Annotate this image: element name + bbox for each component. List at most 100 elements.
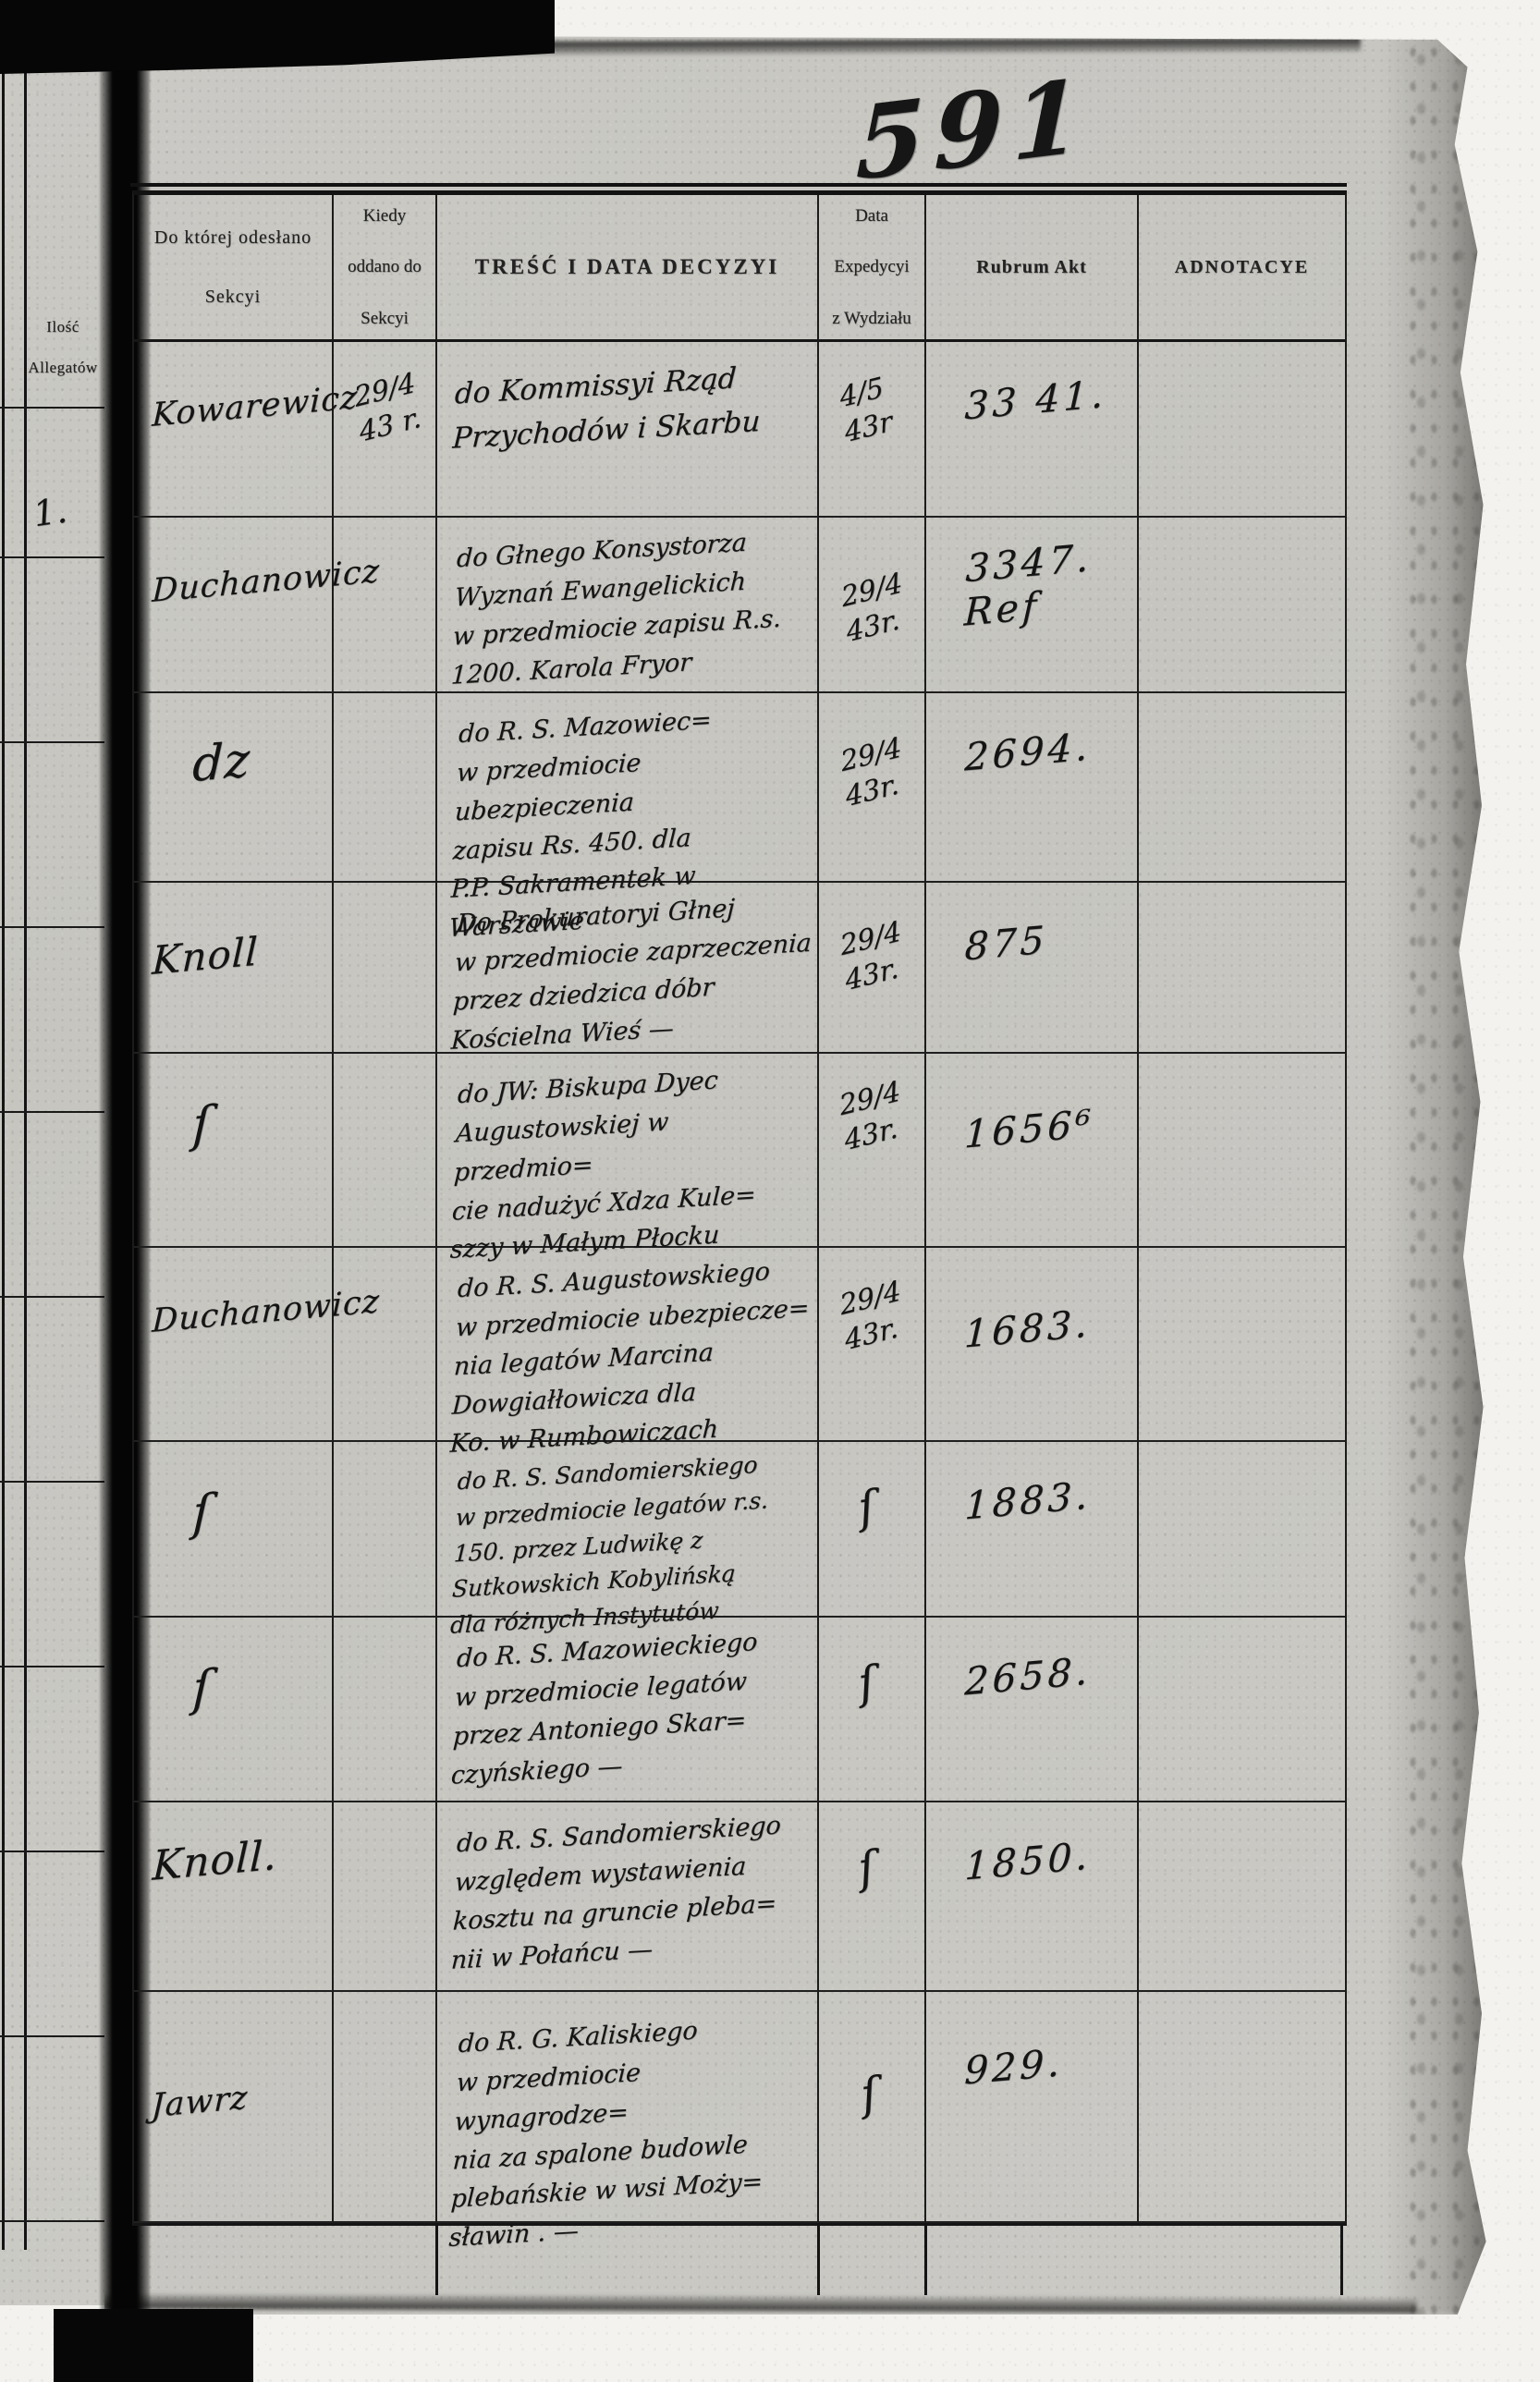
cell-tresc: do JW: Biskupa Dyec Augustowskiej w prze… [437,1054,819,1264]
column-line-stub [924,2223,927,2295]
cell-expedycya: ſ [819,1992,926,2223]
expedycya-entry: 29/4 43r. [837,1075,903,1157]
header-adnotacye: ADNOTACYE [1139,195,1345,342]
sekcya-ditto-mark: ſ [191,1095,213,1154]
cell-tresc: do R. S. Sandomierskiego w przedmiocie l… [437,1442,819,1639]
cell-expedycya: 29/4 43r. [819,883,926,1054]
cell-tresc: do R. S. Mazowieckiego w przedmiocie leg… [437,1618,819,1802]
sekcya-ditto-mark: ſ [191,1484,213,1543]
main-page [104,35,1486,2315]
tresc-entry: Do Prokuratoryi Głnej w przedmiocie zapr… [450,894,813,1056]
cell-expedycya: 29/4 43r. [819,518,926,693]
cell-expedycya: ſ [819,1802,926,1992]
rubrum-entry: 929. [963,2039,1065,2094]
cell-sekcya: Jawrz [134,1992,334,2223]
cell-tresc: do R. S. Mazowiec= w przedmiocie ubezpie… [437,693,819,943]
left-page-row-line [0,407,104,409]
cell-tresc: do R. S. Sandomierskiego względem wystaw… [437,1802,819,1992]
expedycya-ditto-mark: ſ [855,1480,879,1534]
cell-adnotacye [1139,1802,1345,1992]
kiedy-entry: 29/4 43 r. [352,366,423,449]
cell-sekcya: ſ [134,1054,334,1248]
header-kiedy: Kiedy oddano do Sekcyi [334,195,437,342]
cell-tresc: do Kommissyi Rząd Przychodów i Skarbu [437,342,819,518]
column-line-stub [1340,2223,1343,2295]
cell-expedycya: ſ [819,1618,926,1802]
rubrum-entry: 3347. Ref [963,535,1094,635]
left-page-row-line [0,2035,104,2037]
cell-kiedy: 29/4 43 r. [334,342,437,518]
cell-adnotacye [1139,342,1345,518]
cell-expedycya: 29/4 43r. [819,693,926,883]
cell-sekcya: Kowarewicz [134,342,359,518]
expedycya-entry: 29/4 43r. [837,1275,903,1357]
rubrum-entry: 1656⁶ [963,1101,1095,1157]
sekcya-ditto-mark: ſ [191,1659,213,1718]
cell-kiedy [334,883,437,1054]
page-bottom-edge [104,2293,1418,2314]
cell-adnotacye [1139,1442,1345,1618]
header-expedycya-label: Data Expedycyi z Wydziału [832,206,911,328]
cell-sekcya: Duchanowicz [134,1248,381,1442]
tresc-entry: do Głnego Konsystorza Wyznań Ewangelicki… [450,528,782,690]
tresc-entry: do R. S. Mazowieckiego w przedmiocie leg… [450,1627,759,1790]
cell-expedycya: 29/4 43r. [819,1054,926,1248]
cell-adnotacye [1139,1992,1345,2223]
expedycya-entry: 29/4 43r. [839,567,905,649]
tresc-entry: do Kommissyi Rząd Przychodów i Skarbu [451,361,762,456]
cell-adnotacye [1139,883,1345,1054]
tresc-entry: do R. G. Kaliskiego w przedmiocie wynagr… [447,2016,764,2254]
cell-kiedy [334,1802,437,1992]
header-adnotacye-label: ADNOTACYE [1174,256,1310,277]
cell-kiedy [334,1442,437,1618]
binding-gutter [100,35,150,2311]
left-page-row-line [0,1111,104,1113]
cell-tresc: do R. G. Kaliskiego w przedmiocie wynagr… [437,1992,819,2253]
sekcya-ditto-mark: dz [191,732,251,794]
cell-kiedy [334,1992,437,2223]
cell-sekcya: Knoll [134,883,334,1054]
sekcya-entry: Knoll [151,928,260,983]
cell-rubrum: 1883. [926,1442,1139,1618]
rubrum-entry: 33 41. [963,371,1108,429]
register-table: Do której odesłano Sekcyi Kiedy oddano d… [130,183,1347,2295]
binding-clip-bottom [54,2309,253,2382]
tresc-entry: do JW: Biskupa Dyec Augustowskiej w prze… [449,1066,757,1265]
left-page-row-line [0,1666,104,1667]
cell-tresc: do R. S. Augustowskiego w przedmiocie ub… [437,1248,819,1459]
expedycya-entry: 4/5 43r [837,371,895,449]
cell-adnotacye [1139,518,1345,693]
left-page-row-line [0,2220,104,2222]
cell-sekcya: Knoll. [134,1802,334,1992]
rubrum-entry: 2658. [963,1648,1093,1704]
sekcya-entry: Duchanowicz [151,1283,381,1340]
left-page-rule [24,39,27,2250]
cell-kiedy [334,1054,437,1248]
cell-rubrum: 33 41. [926,342,1139,518]
cell-expedycya: 4/5 43r [819,342,926,518]
expedycya-entry: 29/4 43r. [837,915,904,997]
header-sekcya: Do której odesłano Sekcyi [134,195,334,342]
rubrum-entry: 1683. [963,1301,1092,1357]
column-line-stub [817,2223,820,2295]
rubrum-entry: 1883. [963,1472,1093,1529]
cell-sekcya: Duchanowicz [134,518,381,693]
cell-rubrum: 1656⁶ [926,1054,1139,1248]
left-page-allegata-count: 1. [31,489,70,535]
left-page-row-line [0,1481,104,1483]
cell-rubrum: 2694. [926,693,1139,883]
cell-kiedy [334,1248,437,1442]
left-page-row-line [0,556,104,558]
expedycya-ditto-mark: ſ [857,2067,882,2121]
expedycya-entry: 29/4 43r. [838,731,904,813]
cell-rubrum: 1850. [926,1802,1139,1992]
cell-kiedy [334,1618,437,1802]
header-rubrum: Rubrum Akt [926,195,1139,342]
left-page-row-line [0,926,104,928]
cell-adnotacye [1139,1618,1345,1802]
cell-rubrum: 1683. [926,1248,1139,1442]
left-page-column-header: Ilość Allegatów [28,318,98,377]
sekcya-entry: Jawrz [150,2079,249,2126]
cell-kiedy [334,693,437,883]
